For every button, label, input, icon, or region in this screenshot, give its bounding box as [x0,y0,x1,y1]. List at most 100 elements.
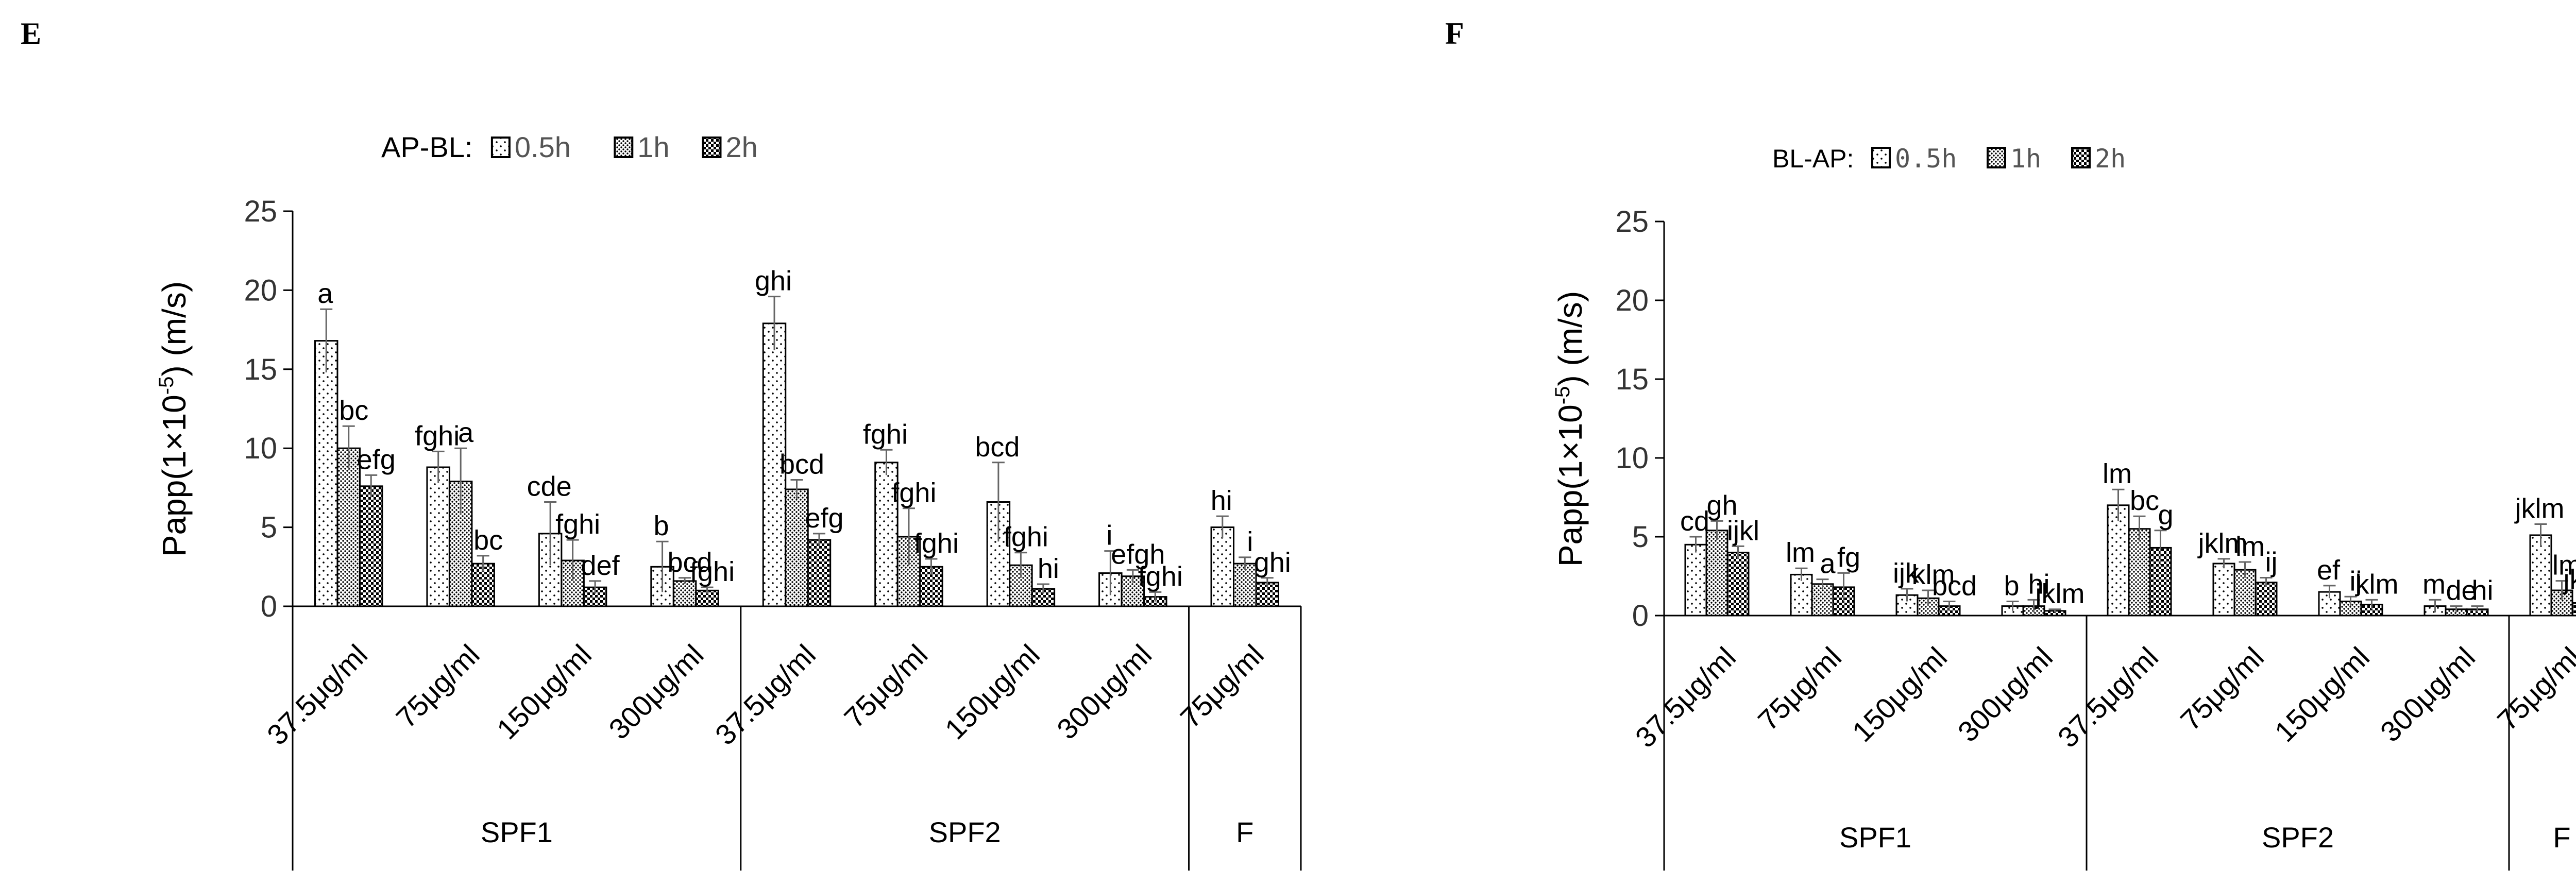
bar-0_5h [1790,573,1813,617]
significance-label: fghi [690,556,735,587]
significance-label: lm [2235,531,2265,562]
significance-label: ijk [1893,558,1920,589]
significance-label: lm [1786,537,1815,568]
significance-label: cde [527,471,572,502]
significance-label: fghi [891,478,936,508]
y-tick-label: 10 [244,432,277,465]
bar-0_5h [426,466,450,607]
x-tick-label: 75μg/ml [838,638,934,734]
bar-0_5h [2107,504,2130,617]
significance-label: jklm [2514,493,2565,524]
x-tick-label: 37.5μg/ml [1629,641,1742,754]
legend-swatch-0_5h [1871,147,1891,168]
bar-2h [807,539,832,607]
x-tick-label: 75μg/ml [389,638,485,734]
y-tick-label: 25 [1615,205,1649,238]
legend-swatch-0_5h [490,137,511,158]
significance-label: g [2158,500,2173,531]
group-label: F [1236,816,1253,848]
y-tick-label: 15 [1615,363,1649,396]
legend-label: 0.5h [1895,144,1957,174]
x-tick-label: 300μg/ml [1952,641,2059,748]
significance-label: hi [2471,575,2493,606]
panel-label: F [1445,16,1464,50]
x-tick-label: 300μg/ml [1050,638,1158,745]
significance-label: hi [1211,485,1232,516]
significance-label: def [581,550,620,581]
y-tick-label: 5 [261,511,277,544]
significance-label: fg [1837,542,1860,573]
x-tick-label: 75μg/ml [2491,641,2576,737]
bar-2h [2255,582,2278,617]
x-tick-label: 150μg/ml [490,638,598,745]
legend-label: 0.5h [515,131,571,163]
bar-2h [1726,552,1750,617]
y-tick-label: 10 [1615,441,1649,475]
bar-1h [896,536,921,607]
y-tick-label: 0 [1632,599,1649,633]
bar-1h [448,481,473,607]
x-tick-label: 75μg/ml [2174,641,2270,737]
legend-swatch-1h [1987,147,2006,168]
legend: BL-AP: 0.5h 1h 2h [1772,144,2126,174]
x-tick-label: 300μg/ml [2374,641,2481,748]
significance-label: bcd [668,547,713,578]
x-tick-label: 37.5μg/ml [709,638,822,751]
legend-label: 2h [2095,144,2126,174]
significance-label: hi [1038,553,1059,584]
significance-label: bc [2130,485,2159,516]
y-tick-label: 25 [244,195,277,228]
significance-label: lm [2552,550,2576,581]
y-tick-label: 5 [1632,520,1649,554]
x-tick-label: 75μg/ml [1752,641,1848,737]
significance-label: jklm [2035,578,2085,609]
bar-1h [785,488,809,607]
chart-panel-e: E 0 5 10 15 20 25 Papp(1×10-5) (m/s) a bc efg 37.5μ… [21,16,1302,871]
bar-2h [2571,602,2576,617]
significance-label: cd [1680,506,1709,537]
significance-label: a [1820,549,1836,580]
bar-0_5h [2212,563,2235,617]
significance-label: efg [805,503,843,534]
significance-label: a [317,278,333,309]
significance-label: klm [1912,559,1955,590]
significance-label: hi [2028,569,2049,600]
bar-1h [1705,530,1728,617]
significance-label: fghi [555,509,600,540]
significance-label: fghi [1004,522,1048,553]
significance-label: fghi [415,420,460,451]
legend-swatch-2h [2071,147,2091,168]
significance-label: klm [2355,569,2399,600]
significance-label: i [1247,526,1253,557]
significance-label: ghi [755,266,792,297]
legend: AP-BL: 0.5h 1h 2h [381,131,758,163]
significance-label: m [2422,569,2446,600]
significance-label: b [654,510,669,541]
y-tick-label: 15 [244,353,277,386]
significance-label: bcd [975,432,1020,463]
x-tick-label: 300μg/ml [602,638,709,745]
group-label: SPF2 [2262,821,2334,854]
group-label: F [2553,821,2570,854]
significance-label: efgh [1111,539,1165,570]
significance-label: ij [2350,566,2362,597]
panel-label: E [21,16,41,50]
significance-label: i [1106,520,1112,551]
bar-1h [561,559,585,607]
significance-label: lm [2103,458,2132,489]
significance-label: fghi [1138,561,1183,592]
bar-1h [1233,563,1257,607]
bar-1h [1917,597,1940,617]
significance-label: bcd [779,449,824,480]
legend-label: 1h [637,131,669,163]
bar-2h [359,485,383,607]
y-axis-title: Papp(1×10-5) (m/s) [155,281,193,557]
significance-label: de [2446,575,2477,606]
legend-label: 1h [2010,144,2041,174]
legend-swatch-1h [614,137,634,158]
bar-0_5h [1210,526,1235,607]
bar-1h [1811,583,1834,617]
x-tick-label: 37.5μg/ml [261,638,374,751]
